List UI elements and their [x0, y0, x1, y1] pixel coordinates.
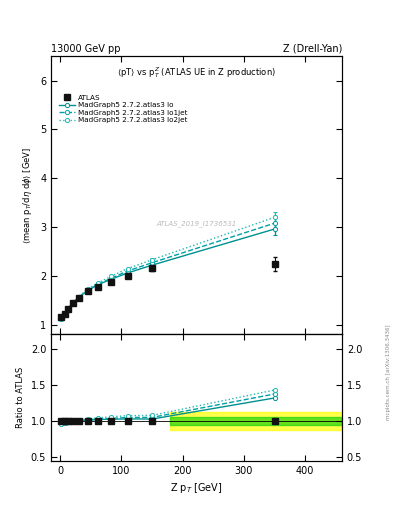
Text: Z (Drell-Yan): Z (Drell-Yan) [283, 44, 342, 54]
Bar [171, 412, 342, 430]
Y-axis label: $\langle$mean p$_T$/d$\eta$ d$\phi\rangle$ [GeV]: $\langle$mean p$_T$/d$\eta$ d$\phi\rangl… [22, 147, 35, 244]
Text: ATLAS_2019_I1736531: ATLAS_2019_I1736531 [156, 220, 237, 226]
Y-axis label: Ratio to ATLAS: Ratio to ATLAS [16, 367, 25, 428]
Legend: ATLAS, MadGraph5 2.7.2.atlas3 lo, MadGraph5 2.7.2.atlas3 lo1jet, MadGraph5 2.7.2: ATLAS, MadGraph5 2.7.2.atlas3 lo, MadGra… [58, 93, 189, 125]
Text: $\langle$pT$\rangle$ vs p$^Z_T$ (ATLAS UE in Z production): $\langle$pT$\rangle$ vs p$^Z_T$ (ATLAS U… [117, 65, 276, 79]
X-axis label: Z p$_T$ [GeV]: Z p$_T$ [GeV] [170, 481, 223, 495]
Text: mcplots.cern.ch [arXiv:1306.3436]: mcplots.cern.ch [arXiv:1306.3436] [386, 324, 391, 420]
Text: 13000 GeV pp: 13000 GeV pp [51, 44, 121, 54]
Bar [171, 417, 342, 424]
